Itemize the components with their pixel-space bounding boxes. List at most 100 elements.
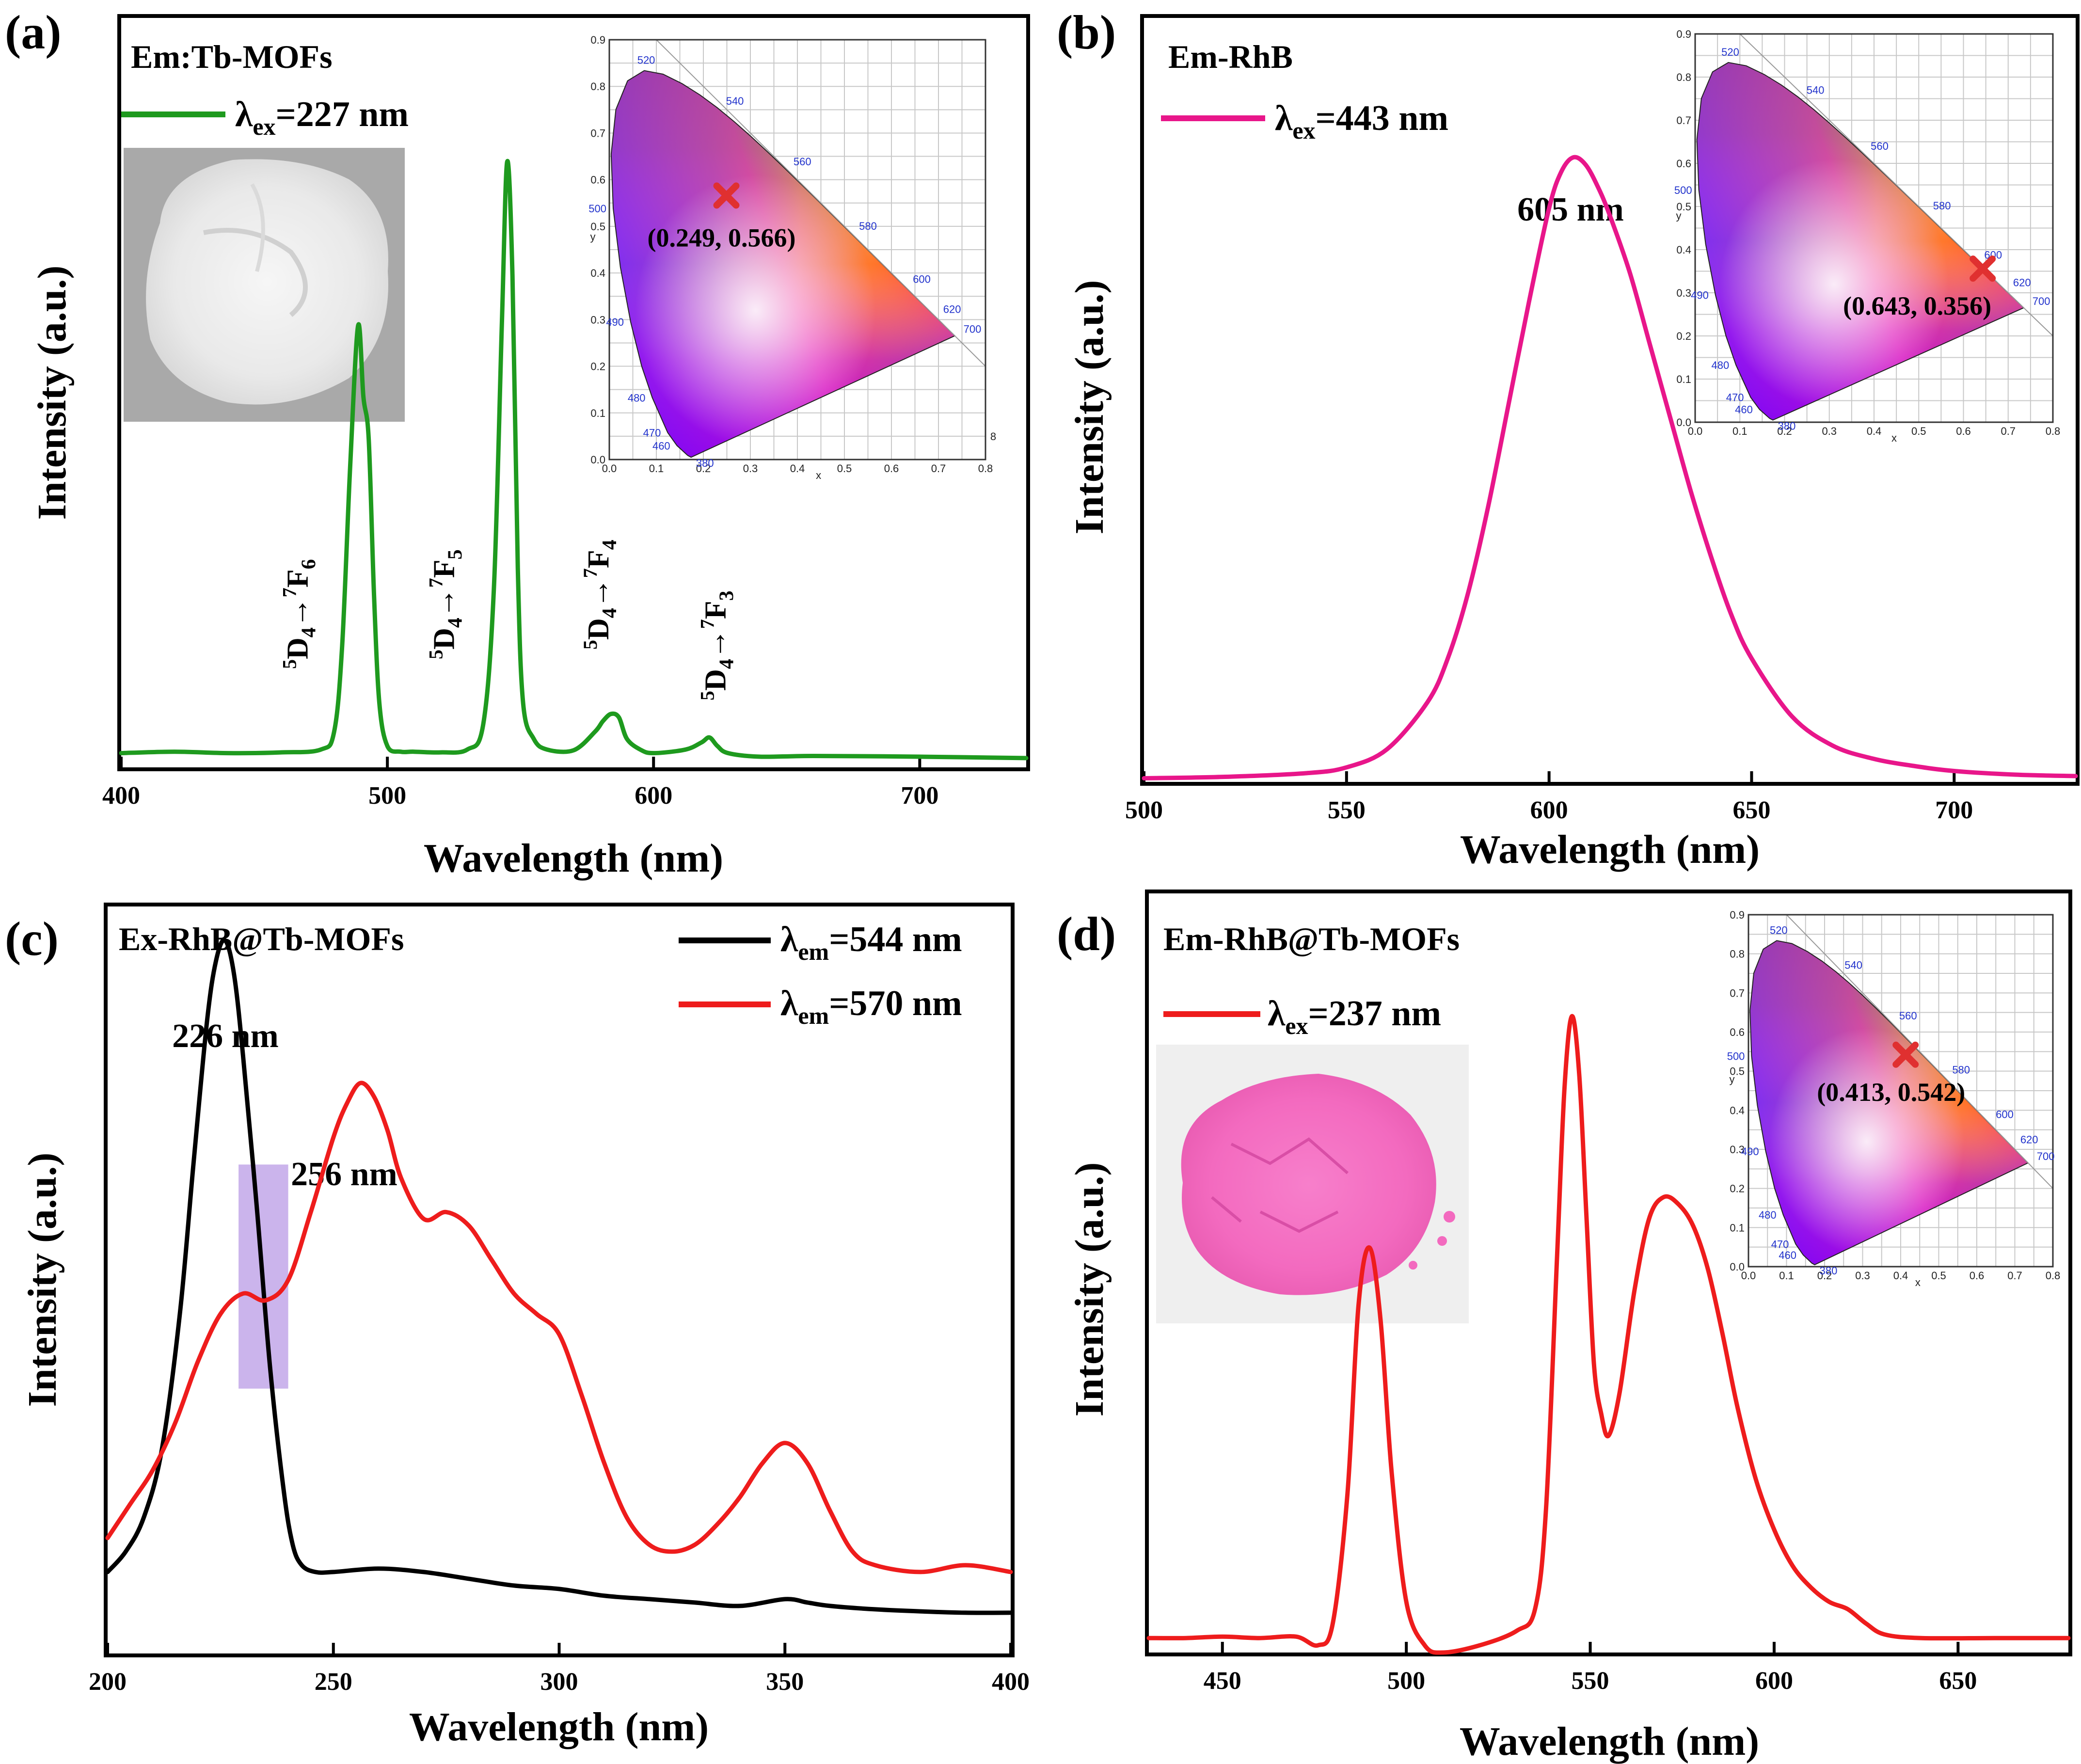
cie-y-tick-label: 0.4 xyxy=(1676,244,1691,256)
cie-y-tick-label: 0.3 xyxy=(1730,1144,1745,1156)
cie-x-tick-label: 0.6 xyxy=(884,462,899,475)
panel-c-x-ticks: 200 250 300 350 400 xyxy=(89,1643,1030,1696)
x-tick-label: 700 xyxy=(901,782,938,810)
panel-a: (a) Em:Tb-MOFs λex=227 nm 400 500 600 700 W… xyxy=(5,5,1030,881)
cie-x-tick-label: 0.8 xyxy=(978,462,993,475)
cie-x-tick-label: 0.1 xyxy=(1732,425,1747,437)
panel-c-frame xyxy=(104,903,1015,1657)
cie-wavelength-label: 500 xyxy=(588,203,606,215)
panel-a-legend: λex=227 nm xyxy=(235,95,409,140)
panel-d-frame xyxy=(1145,890,2072,1656)
transition-label: 5D4→7F6 xyxy=(278,559,320,669)
cie-wavelength-label: 500 xyxy=(1674,184,1692,196)
cie-y-tick-label: 0.9 xyxy=(1676,28,1691,40)
cie-x-tick-label: 0.7 xyxy=(2001,425,2016,437)
cie-y-axis-label: y xyxy=(590,231,596,243)
transition-label-text: 5D4→7F5 xyxy=(425,549,466,659)
cie-x-tick-label: 0.5 xyxy=(837,462,852,475)
cie-x-tick-label: 0.5 xyxy=(1931,1270,1946,1282)
cie-wavelength-label: 480 xyxy=(628,392,646,404)
panel-c-legend-2: λem=570 nm xyxy=(780,984,962,1029)
cie-coordinate-label: (0.643, 0.356) xyxy=(1843,291,1991,320)
cie-wavelength-label: 580 xyxy=(1952,1064,1970,1076)
cie-y-tick-label: 0.9 xyxy=(590,34,605,46)
x-tick-label: 600 xyxy=(1530,796,1568,824)
panel-c-letter: (c) xyxy=(5,912,59,966)
x-tick-label: 400 xyxy=(992,1668,1030,1696)
x-tick-label: 650 xyxy=(1732,796,1770,824)
x-tick-label: 700 xyxy=(1935,796,1973,824)
panel-a-powder-photo xyxy=(124,148,405,422)
cie-y-tick-label: 0.6 xyxy=(1730,1026,1745,1038)
panel-d-x-title: Wavelength (nm) xyxy=(1460,1719,1759,1764)
cie-wavelength-label: 500 xyxy=(1727,1050,1745,1063)
series-line-1 xyxy=(1146,1014,2071,1655)
cie-x-tick-label: 0.8 xyxy=(2046,425,2061,437)
cie-wavelength-label: 540 xyxy=(1844,959,1862,971)
cie-y-tick-label: 0.0 xyxy=(590,454,605,466)
panel-d-cie-inset: 0.00.0 0.1 0.1 0.2 0.2 0.3 0.3 0.4 0.4 0.5 0.5 0.6 0… xyxy=(1727,909,2061,1288)
cie-wavelength-label: 580 xyxy=(1933,200,1951,212)
panel-d-x-ticks: 450 500 550 600 650 xyxy=(1204,1642,1977,1695)
cie-wavelength-label: 470 xyxy=(1726,392,1744,404)
cie-x-axis-label: x xyxy=(816,469,821,481)
cie-x-tick-label: 0.2 xyxy=(696,462,711,475)
cie-wavelength-label: 460 xyxy=(1735,404,1753,416)
cie-coordinate-label: (0.413, 0.542) xyxy=(1817,1078,1965,1107)
cie-wavelength-label: 560 xyxy=(1899,1010,1917,1022)
panel-a-letter: (a) xyxy=(5,5,62,59)
cie-boundary-line xyxy=(1786,914,2053,1189)
cie-x-tick-label: 0.3 xyxy=(743,462,758,475)
cie-x-tick-label: 0.6 xyxy=(1956,425,1971,437)
cie-gamut-white xyxy=(611,70,955,458)
cie-x-tick-label: 0.0 xyxy=(602,462,617,475)
cie-x-tick-label: 0.8 xyxy=(2046,1270,2061,1282)
cie-x-tick-label: 0.3 xyxy=(1822,425,1837,437)
cie-y-tick-label: 0.9 xyxy=(1730,909,1745,921)
cie-y-tick-label: 0.7 xyxy=(590,127,605,139)
cie-y-tick-label: 0.8 xyxy=(1730,948,1745,960)
x-tick-label: 350 xyxy=(766,1668,804,1696)
cie-y-tick-label: 0.2 xyxy=(590,361,605,373)
cie-y-axis-label: y xyxy=(1730,1073,1735,1085)
x-tick-label: 200 xyxy=(89,1668,127,1696)
panel-c: (c) Ex-RhB@Tb-MOFs λem=544 nm λem=570 nm… xyxy=(5,903,1030,1749)
cie-coordinate-marker xyxy=(713,182,740,209)
cie-wavelength-label: 480 xyxy=(1712,359,1730,371)
panel-b-curves xyxy=(1142,155,2078,780)
cie-wavelength-label: 380 xyxy=(1778,420,1796,432)
series-line-2 xyxy=(105,1081,1013,1574)
panel-b-letter: (b) xyxy=(1057,5,1116,59)
cie-wavelength-label: 620 xyxy=(2020,1133,2038,1145)
cie-axes xyxy=(1747,914,2054,1268)
cie-y-tick-label: 0.3 xyxy=(1676,287,1691,299)
x-tick-label: 550 xyxy=(1572,1667,1609,1695)
panel-a-x-ticks: 400 500 600 700 xyxy=(102,757,938,810)
panel-a-frame xyxy=(117,14,1030,771)
cie-y-tick-label: 0.0 xyxy=(1676,416,1691,429)
panel-a-cie-inset: 0.00.0 0.1 0.1 0.2 0.2 0.3 0.3 0.4 0.4 0.5 0.5 0.6 0… xyxy=(588,34,996,481)
panel-a-y-title: Intensity (a.u.) xyxy=(30,265,75,520)
cie-x-tick-label: 0.4 xyxy=(1893,1270,1908,1282)
cie-wavelength-label: 700 xyxy=(964,323,982,335)
cie-y-tick-label: 0.3 xyxy=(590,314,605,326)
cie-y-tick-label: 0.4 xyxy=(590,267,605,279)
cie-y-tick-label: 0.8 xyxy=(1676,71,1691,83)
cie-extra-tick: 8 xyxy=(990,430,996,443)
cie-gamut-white xyxy=(1750,940,2028,1265)
panel-c-legend-1: λem=544 nm xyxy=(780,920,962,965)
cie-y-tick-label: 0.5 xyxy=(1676,201,1691,213)
panel-c-y-title: Intensity (a.u.) xyxy=(20,1152,65,1407)
x-tick-label: 300 xyxy=(540,1668,578,1696)
panel-b-y-title: Intensity (a.u.) xyxy=(1067,280,1112,534)
cie-y-tick-label: 0.8 xyxy=(590,80,605,93)
x-tick-label: 250 xyxy=(315,1668,352,1696)
x-tick-label: 450 xyxy=(1204,1667,1241,1695)
panel-d-y-title: Intensity (a.u.) xyxy=(1067,1162,1112,1416)
cie-y-tick-label: 0.4 xyxy=(1730,1104,1745,1116)
panel-b-legend: λex=443 nm xyxy=(1275,98,1448,144)
cie-wavelength-label: 460 xyxy=(652,440,670,452)
cie-coordinate-marker xyxy=(1892,1041,1919,1068)
cie-y-tick-label: 0.6 xyxy=(1676,158,1691,170)
